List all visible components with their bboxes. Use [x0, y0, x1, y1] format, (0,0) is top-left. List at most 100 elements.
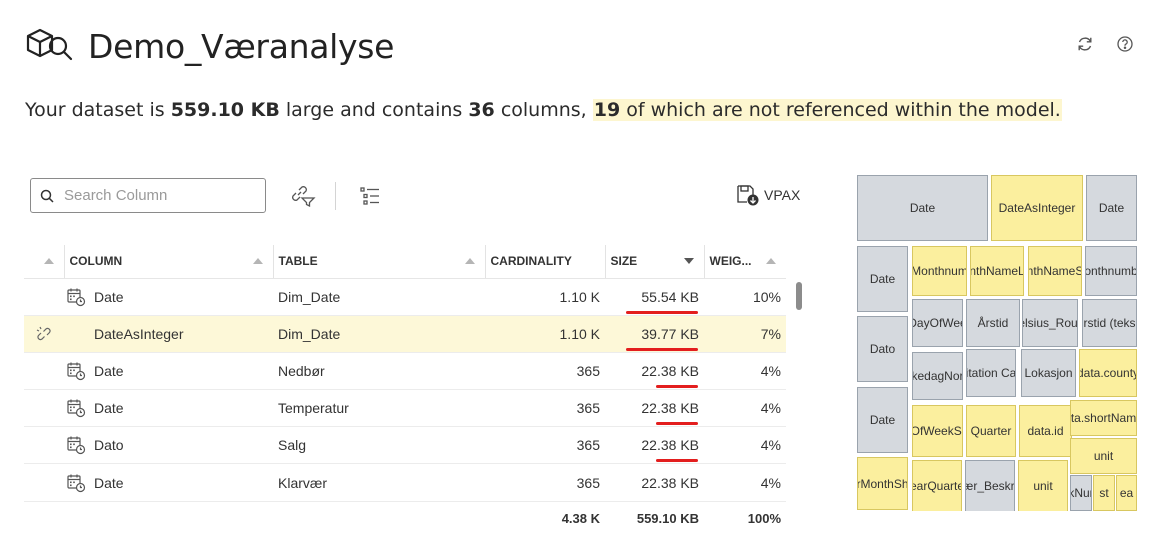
sort-icon: [252, 258, 263, 264]
weight-cell: 4%: [704, 463, 786, 502]
treemap-cell[interactable]: unit: [1070, 438, 1137, 474]
column-count: 36: [468, 99, 495, 121]
search-icon: [40, 189, 54, 203]
toolbar-divider: [335, 182, 336, 210]
row-indicator: [24, 463, 64, 502]
column-header-table[interactable]: TABLE: [272, 245, 485, 279]
treemap-cell[interactable]: Date: [857, 175, 988, 241]
treemap-cell[interactable]: ær_Beskri: [965, 460, 1015, 511]
summary-text: large and contains: [279, 99, 469, 121]
calendar-icon: [66, 361, 94, 381]
table-row[interactable]: Date Klarvær 365 22.38 KB 4%: [24, 463, 786, 502]
treemap-cell[interactable]: kedagNor: [912, 352, 963, 400]
calendar-icon: [66, 287, 94, 307]
save-download-icon: [737, 185, 759, 206]
treemap-cell[interactable]: Quarter: [966, 405, 1016, 457]
table-row[interactable]: DateAsInteger Dim_Date 1.10 K 39.77 KB 7%: [24, 315, 786, 353]
treemap-cell[interactable]: Lokasjon: [1021, 349, 1076, 397]
sort-icon: [766, 258, 776, 264]
cardinality-cell: 365: [485, 352, 605, 391]
column-header-column[interactable]: COLUMN: [63, 245, 273, 279]
treemap-cell[interactable]: nthNameL: [970, 246, 1024, 296]
dataset-summary: Your dataset is 559.10 KB large and cont…: [25, 99, 1062, 121]
column-header-size[interactable]: SIZE: [604, 245, 704, 279]
summary-text: columns,: [494, 99, 593, 121]
treemap-cell[interactable]: DayOfWee: [912, 299, 963, 347]
treemap-cell[interactable]: nthNameS: [1028, 246, 1082, 296]
unreferenced-icon: [24, 325, 64, 343]
size-highlight-underline: [656, 422, 698, 426]
treemap-cell[interactable]: earQuarte: [912, 460, 962, 511]
calendar-icon: [66, 435, 94, 455]
dataset-analyze-icon: [24, 24, 74, 68]
treemap-cell[interactable]: onthnumb: [1085, 246, 1137, 296]
expand-column-header[interactable]: [24, 245, 64, 279]
treemap-cell[interactable]: OfWeekSl: [912, 405, 963, 457]
treemap-cell[interactable]: st: [1093, 475, 1115, 511]
filter-unreferenced-icon[interactable]: [290, 183, 316, 209]
export-vpax-button[interactable]: VPAX: [736, 184, 800, 206]
size-highlight-underline: [626, 347, 698, 351]
treemap-cell[interactable]: Date: [857, 387, 908, 453]
columns-treemap: Date DateAsInteger Date Date Monthnum nthName…: [857, 175, 1137, 511]
table-row[interactable]: Dato Salg 365 22.38 KB 4%: [24, 426, 786, 465]
table-name-cell: Dim_Date: [273, 278, 485, 316]
treemap-cell[interactable]: Årstid: [966, 299, 1020, 347]
size-highlight-underline: [626, 310, 698, 314]
treemap-cell[interactable]: Monthnum: [912, 246, 967, 296]
row-indicator: [24, 352, 64, 391]
weight-cell: 4%: [704, 426, 786, 465]
row-indicator: [24, 426, 64, 465]
treemap-cell[interactable]: data.county: [1079, 349, 1137, 397]
search-input[interactable]: [64, 187, 254, 204]
help-icon[interactable]: [1115, 34, 1135, 54]
treemap-cell[interactable]: ea: [1116, 475, 1137, 511]
refresh-icon[interactable]: [1075, 34, 1095, 54]
treemap-cell[interactable]: kNur: [1070, 475, 1092, 511]
weight-cell: 4%: [704, 389, 786, 428]
treemap-cell[interactable]: unit: [1018, 460, 1068, 511]
size-highlight-underline: [656, 385, 698, 389]
column-name-cell: Date: [64, 389, 273, 428]
treemap-cell[interactable]: data.id: [1019, 405, 1072, 457]
cardinality-cell: 365: [485, 463, 605, 502]
size-cell: 39.77 KB: [605, 315, 704, 353]
sort-icon: [464, 258, 475, 264]
treemap-cell[interactable]: Date: [857, 246, 908, 312]
column-name: Date: [94, 362, 124, 379]
column-name: Date: [94, 400, 124, 417]
search-box[interactable]: [30, 178, 266, 213]
table-row[interactable]: Date Temperatur 365 22.38 KB 4%: [24, 389, 786, 428]
table-row[interactable]: Date Dim_Date 1.10 K 55.54 KB 10%: [24, 278, 786, 316]
table-name-cell: Salg: [273, 426, 485, 465]
treemap-cell[interactable]: Date: [1086, 175, 1137, 241]
total-weight: 100%: [747, 511, 781, 527]
column-header-weight[interactable]: WEIG...: [703, 245, 786, 279]
table-scrollbar[interactable]: [796, 282, 802, 310]
column-name-cell: DateAsInteger: [64, 315, 273, 353]
column-header-cardinality[interactable]: CARDINALITY: [484, 245, 605, 279]
sort-icon: [43, 258, 54, 264]
total-size: 559.10 KB: [636, 511, 699, 527]
treemap-cell[interactable]: itation Ca: [966, 349, 1016, 397]
size-cell: 22.38 KB: [605, 426, 704, 465]
cardinality-cell: 1.10 K: [485, 278, 605, 316]
column-name-cell: Date: [64, 278, 273, 316]
column-name-cell: Date: [64, 463, 273, 502]
treemap-cell[interactable]: Dato: [857, 316, 908, 382]
weight-cell: 7%: [704, 315, 786, 353]
column-name-cell: Date: [64, 352, 273, 391]
columns-table: COLUMN TABLE CARDINALITY SIZE WEIG... Da…: [24, 245, 786, 536]
table-row[interactable]: Date Nedbør 365 22.38 KB 4%: [24, 352, 786, 391]
weight-cell: 4%: [704, 352, 786, 391]
treemap-cell[interactable]: rstid (teks: [1082, 299, 1137, 347]
treemap-cell[interactable]: rMonthSh: [857, 457, 908, 510]
treemap-cell[interactable]: ta.shortNam: [1070, 400, 1137, 436]
size-cell: 55.54 KB: [605, 278, 704, 316]
group-by-table-icon[interactable]: [357, 183, 383, 209]
unreferenced-highlight: 19 of which are not referenced within th…: [592, 99, 1062, 121]
treemap-cell[interactable]: elsius_Rour: [1022, 299, 1078, 347]
size-cell: 22.38 KB: [605, 352, 704, 391]
table-name-cell: Nedbør: [273, 352, 485, 391]
treemap-cell[interactable]: DateAsInteger: [991, 175, 1083, 241]
